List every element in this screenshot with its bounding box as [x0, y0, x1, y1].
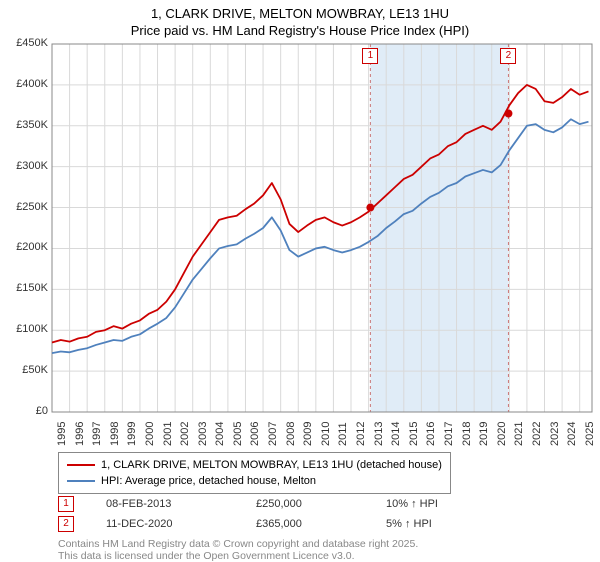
annotation-date: 11-DEC-2020: [106, 518, 256, 530]
attribution-footer: Contains HM Land Registry data © Crown c…: [58, 538, 418, 562]
x-tick-label: 2019: [478, 422, 490, 446]
x-tick-label: 2021: [513, 422, 525, 446]
x-tick-label: 2014: [390, 422, 402, 446]
x-tick-label: 1999: [126, 422, 138, 446]
sale-marker-1: 1: [362, 48, 378, 64]
footer-line1: Contains HM Land Registry data © Crown c…: [58, 538, 418, 550]
sale-marker-2: 2: [500, 48, 516, 64]
x-tick-label: 2012: [355, 422, 367, 446]
x-tick-label: 2008: [285, 422, 297, 446]
annotation-delta: 5% ↑ HPI: [386, 518, 506, 530]
annotation-marker: 2: [58, 516, 74, 532]
x-tick-label: 2023: [549, 422, 561, 446]
x-tick-label: 2009: [302, 422, 314, 446]
sales-annotation-table: 1 08-FEB-2013£250,00010% ↑ HPI 2 11-DEC-202…: [58, 494, 506, 534]
x-tick-label: 2017: [443, 422, 455, 446]
x-tick-label: 2001: [162, 422, 174, 446]
chart-container: 1, CLARK DRIVE, MELTON MOWBRAY, LE13 1HU…: [0, 0, 600, 560]
x-tick-label: 2003: [197, 422, 209, 446]
legend-label: 1, CLARK DRIVE, MELTON MOWBRAY, LE13 1HU…: [101, 459, 442, 471]
x-tick-label: 2013: [373, 422, 385, 446]
legend-label: HPI: Average price, detached house, Melt…: [101, 475, 316, 487]
annotation-delta: 10% ↑ HPI: [386, 498, 506, 510]
x-tick-label: 2004: [214, 422, 226, 446]
annotation-marker: 1: [58, 496, 74, 512]
x-tick-label: 2005: [232, 422, 244, 446]
x-tick-label: 1995: [56, 422, 68, 446]
x-tick-label: 2010: [320, 422, 332, 446]
annotation-date: 08-FEB-2013: [106, 498, 256, 510]
x-tick-label: 2007: [267, 422, 279, 446]
x-tick-label: 2002: [179, 422, 191, 446]
x-tick-label: 2024: [566, 422, 578, 446]
x-tick-label: 2006: [249, 422, 261, 446]
x-tick-label: 2015: [408, 422, 420, 446]
annotation-row: 2 11-DEC-2020£365,0005% ↑ HPI: [58, 514, 506, 534]
annotation-price: £365,000: [256, 518, 386, 530]
legend-item: 1, CLARK DRIVE, MELTON MOWBRAY, LE13 1HU…: [67, 457, 442, 473]
x-tick-label: 2000: [144, 422, 156, 446]
footer-line2: This data is licensed under the Open Gov…: [58, 550, 418, 562]
x-tick-label: 2018: [461, 422, 473, 446]
x-tick-label: 2025: [584, 422, 596, 446]
x-tick-label: 2020: [496, 422, 508, 446]
x-tick-label: 1996: [74, 422, 86, 446]
legend-box: 1, CLARK DRIVE, MELTON MOWBRAY, LE13 1HU…: [58, 452, 451, 494]
legend-swatch: [67, 480, 95, 482]
x-tick-label: 2022: [531, 422, 543, 446]
annotation-price: £250,000: [256, 498, 386, 510]
legend-item: HPI: Average price, detached house, Melt…: [67, 473, 442, 489]
x-tick-label: 2011: [337, 422, 349, 446]
legend-swatch: [67, 464, 95, 466]
x-tick-label: 1998: [109, 422, 121, 446]
x-tick-label: 1997: [91, 422, 103, 446]
annotation-row: 1 08-FEB-2013£250,00010% ↑ HPI: [58, 494, 506, 514]
x-tick-label: 2016: [425, 422, 437, 446]
